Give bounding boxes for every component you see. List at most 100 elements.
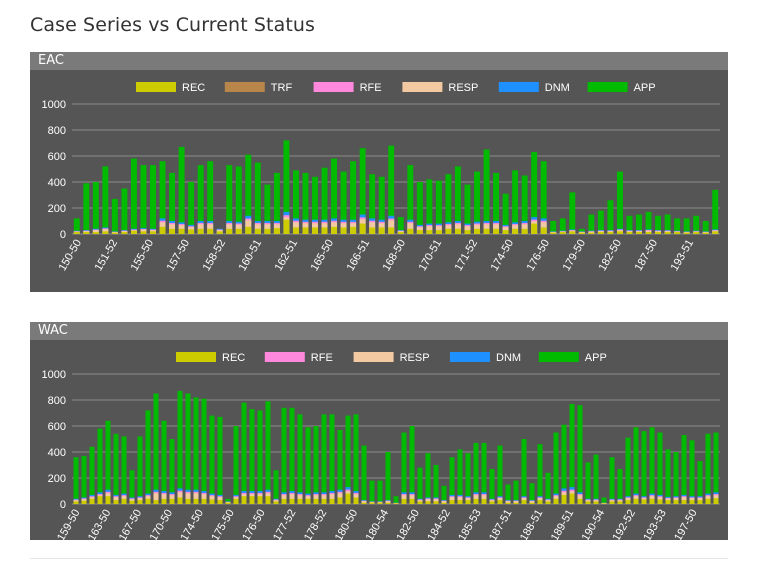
wac-legend-label-resp: RESP [400, 352, 430, 364]
eac-bar [502, 193, 509, 234]
wac-x-tick-label: 182-50 [395, 508, 423, 541]
wac-bar [417, 467, 423, 504]
wac-y-tick-label: 0 [60, 499, 66, 511]
wac-bar-rec [137, 500, 143, 504]
wac-bar-app [409, 426, 415, 504]
eac-bar [559, 218, 566, 234]
wac-y-tick-label: 600 [48, 421, 66, 433]
eac-bar [188, 182, 195, 234]
wac-bar-rec [241, 496, 247, 504]
wac-bar-app [713, 432, 719, 504]
wac-bar-app [361, 445, 367, 504]
wac-bar-rec [465, 500, 471, 504]
wac-bar [73, 457, 79, 504]
eac-bar-app [245, 154, 252, 234]
eac-bar [645, 211, 652, 234]
wac-bar-rec [537, 500, 543, 504]
eac-bar-app [569, 192, 576, 234]
wac-bar [201, 398, 207, 504]
wac-legend-label-app: APP [585, 352, 607, 364]
wac-bar [177, 390, 183, 504]
wac-bar-app [89, 446, 95, 504]
eac-bar-app [264, 184, 271, 234]
eac-bar-rec [474, 228, 480, 234]
wac-bar-app [473, 442, 479, 504]
eac-x-tick-label: 187-50 [633, 238, 661, 274]
wac-bar [649, 427, 655, 504]
wac-bar [113, 433, 119, 504]
eac-bar-rec [340, 227, 347, 234]
wac-bar-app [73, 457, 79, 504]
wac-bar [425, 453, 431, 504]
eac-bar [92, 182, 99, 234]
eac-bar-rec [636, 232, 642, 234]
eac-bar [540, 161, 547, 234]
eac-bar-app [512, 170, 519, 234]
wac-bar [593, 454, 599, 504]
eac-legend-swatch-trf [224, 82, 265, 92]
wac-bar-rec [345, 493, 351, 504]
wac-bar-app [449, 457, 455, 504]
eac-bar-rec [388, 227, 395, 234]
wac-bar-rec [569, 493, 575, 504]
eac-bar [388, 145, 395, 234]
wac-bar-rec [633, 498, 639, 504]
eac-bar-app [454, 166, 461, 234]
eac-bar-app [312, 176, 318, 234]
wac-bar-rec [433, 501, 439, 504]
eac-bar-rec [531, 223, 538, 234]
wac-bar-app [257, 410, 263, 504]
wac-bar [633, 427, 639, 504]
eac-bar-app [531, 152, 538, 234]
eac-y-tick-label: 200 [48, 203, 66, 215]
wac-bar [289, 407, 295, 504]
wac-y-tick-label: 400 [48, 447, 66, 459]
eac-x-tick-label: 170-51 [417, 238, 445, 274]
eac-bar-rec [73, 232, 80, 234]
wac-bar-rec [337, 497, 343, 504]
wac-bar [129, 470, 135, 504]
eac-bar-app [683, 218, 690, 234]
eac-bar-app [254, 162, 261, 234]
eac-bar-rec [454, 228, 461, 234]
wac-bar-app [609, 457, 615, 504]
wac-bar-resp [385, 501, 391, 504]
eac-legend-swatch-resp [402, 82, 443, 92]
eac-bar [664, 214, 671, 234]
eac-bar-app [712, 189, 719, 234]
eac-legend-label-resp: RESP [448, 82, 478, 94]
wac-bar-app [665, 449, 671, 504]
wac-bar-rec [361, 502, 367, 504]
wac-bar-rec [265, 496, 271, 504]
wac-bar [121, 436, 127, 504]
wac-bar-rec [193, 498, 199, 504]
wac-bar-app [265, 401, 271, 504]
eac-bar-rec [235, 228, 242, 234]
wac-bar-app [153, 393, 159, 504]
eac-bar [73, 218, 80, 234]
page-title: Case Series vs Current Status [30, 14, 316, 36]
eac-bar [254, 162, 261, 234]
eac-bar [245, 154, 252, 234]
wac-x-tick-label: 192-52 [611, 508, 639, 541]
eac-bar-rec [607, 232, 614, 234]
wac-x-tick-label: 193-53 [641, 508, 669, 541]
eac-bar-rec [674, 232, 681, 234]
wac-bar-rec [273, 501, 279, 504]
eac-bar-app [331, 158, 338, 234]
eac-bar-app [397, 217, 404, 234]
eac-bar [454, 166, 461, 234]
eac-legend-swatch-rfe [313, 82, 354, 92]
wac-legend-label-rfe: RFE [311, 352, 333, 364]
eac-bar-app [597, 210, 604, 234]
wac-legend-swatch-rfe [264, 352, 305, 362]
wac-y-tick-label: 200 [48, 473, 66, 485]
eac-x-tick-label: 168-50 [381, 238, 409, 274]
eac-bar [321, 167, 328, 234]
wac-bar [257, 410, 263, 504]
wac-bar-rec [457, 500, 463, 504]
eac-bar [435, 180, 442, 234]
wac-bar [505, 484, 511, 504]
wac-bar-rec [297, 498, 303, 504]
wac-x-tick-label: 174-50 [179, 508, 207, 541]
